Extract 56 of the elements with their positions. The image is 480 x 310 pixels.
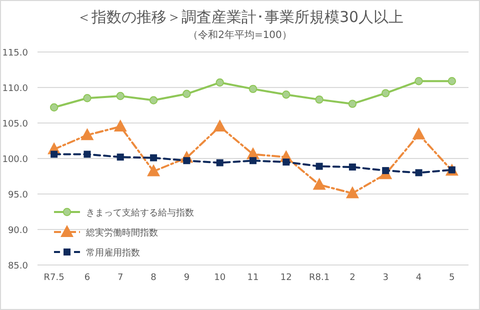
point <box>213 120 226 132</box>
y-tick-label: 95.0 <box>8 190 28 200</box>
y-tick-label: 110.0 <box>2 84 28 94</box>
x-tick-label: 5 <box>449 273 455 283</box>
chart-subtitle: （令和2年平均=100） <box>188 29 292 41</box>
point <box>216 159 224 166</box>
point <box>415 169 422 176</box>
point <box>150 154 158 162</box>
x-tick-label: 6 <box>84 273 90 283</box>
point <box>412 127 426 140</box>
x-tick-label: 9 <box>184 273 190 283</box>
x-tick-label: 11 <box>247 273 259 283</box>
point <box>282 158 290 166</box>
x-tick-label: 8 <box>150 273 157 283</box>
chart-title: ＜指数の推移＞調査産業計･事業所規模30人以上 <box>76 8 404 26</box>
point <box>348 164 356 171</box>
point <box>116 154 124 161</box>
point <box>382 89 390 98</box>
x-tick-label: R7.5 <box>44 273 64 283</box>
point <box>147 164 160 176</box>
y-tick-label: 90.0 <box>8 226 28 236</box>
y-tick-label: 85.0 <box>8 262 28 272</box>
x-tick-label: 12 <box>280 273 292 283</box>
point <box>248 84 258 94</box>
legend-label: 総実労働時間指数 <box>85 228 158 238</box>
point <box>182 90 191 98</box>
legend-label: 常用雇用指数 <box>86 248 140 258</box>
point <box>50 103 58 112</box>
x-tick-label: 2 <box>350 273 356 283</box>
point <box>250 157 256 164</box>
point <box>116 92 124 100</box>
legend-label: きまって支給する給与指数 <box>86 208 194 218</box>
x-tick-label: 10 <box>214 273 226 283</box>
point <box>183 157 190 164</box>
y-tick-label: 100.0 <box>2 155 28 165</box>
x-tick-label: 7 <box>118 273 124 283</box>
point <box>448 77 456 86</box>
point <box>80 128 94 140</box>
point <box>316 162 323 170</box>
y-tick-label: 105.0 <box>2 120 28 130</box>
point <box>414 77 423 86</box>
point <box>346 186 359 198</box>
x-tick-label: 4 <box>416 273 422 283</box>
x-tick-label: 3 <box>382 273 388 283</box>
point <box>216 78 224 87</box>
point <box>282 90 290 99</box>
point <box>114 120 127 132</box>
y-tick-label: 115.0 <box>2 48 28 58</box>
x-tick-label: R8.1 <box>309 273 330 283</box>
point <box>84 150 91 158</box>
point <box>315 95 324 104</box>
point <box>149 96 158 104</box>
point <box>348 100 357 108</box>
point <box>50 150 58 158</box>
point <box>83 94 92 102</box>
point <box>312 178 326 190</box>
